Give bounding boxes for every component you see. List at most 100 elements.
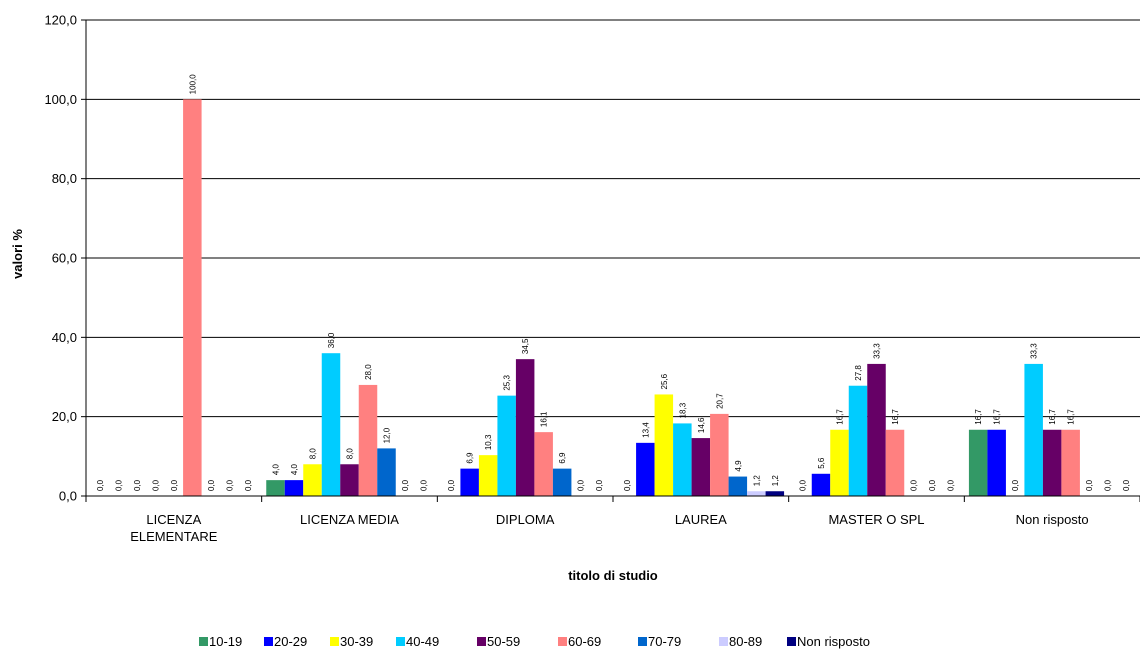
y-tick-label: 0,0 bbox=[59, 489, 77, 504]
data-label: 10,3 bbox=[484, 434, 493, 450]
legend-swatch bbox=[787, 637, 796, 646]
data-label: 0,0 bbox=[207, 479, 216, 491]
data-label: 0,0 bbox=[244, 479, 253, 491]
data-label: 0,0 bbox=[401, 479, 410, 491]
legend-label: 20-29 bbox=[274, 634, 307, 649]
data-label: 16,7 bbox=[891, 409, 900, 425]
y-tick-label: 60,0 bbox=[52, 251, 77, 266]
bar bbox=[358, 384, 378, 496]
bar bbox=[811, 473, 831, 496]
data-label: 20,7 bbox=[715, 393, 724, 409]
data-label: 1,2 bbox=[752, 475, 761, 487]
bar bbox=[1061, 429, 1080, 496]
bar bbox=[747, 491, 766, 496]
data-label: 1,2 bbox=[771, 475, 780, 487]
legend-label: 70-79 bbox=[648, 634, 681, 649]
bar bbox=[460, 468, 479, 496]
legend-label: Non risposto bbox=[797, 634, 870, 649]
data-label: 16,7 bbox=[974, 409, 983, 425]
data-label: 0,0 bbox=[799, 479, 808, 491]
data-label: 36,0 bbox=[327, 332, 336, 348]
bar bbox=[728, 476, 748, 496]
data-label: 25,6 bbox=[660, 373, 669, 389]
bar bbox=[284, 480, 304, 496]
data-label: 0,0 bbox=[947, 479, 956, 491]
legend-swatch bbox=[396, 637, 405, 646]
bar bbox=[848, 385, 868, 496]
y-tick-label: 40,0 bbox=[52, 330, 77, 345]
x-category-labels: LICENZA ELEMENTARE LICENZA MEDIA DIPLOMA LAU… bbox=[130, 512, 1088, 544]
data-label: 0,0 bbox=[114, 479, 123, 491]
bar bbox=[1042, 429, 1062, 496]
data-label: 8,0 bbox=[309, 448, 318, 460]
bar bbox=[552, 468, 572, 496]
bar bbox=[673, 423, 692, 496]
legend-swatch bbox=[330, 637, 339, 646]
bar bbox=[987, 429, 1006, 496]
legend-swatch bbox=[638, 637, 647, 646]
data-label: 34,5 bbox=[521, 338, 530, 354]
y-axis-title: valori % bbox=[10, 229, 25, 279]
data-label: 0,0 bbox=[595, 479, 604, 491]
data-label: 4,9 bbox=[734, 460, 743, 472]
data-label: 8,0 bbox=[346, 448, 355, 460]
x-category-label: ELEMENTARE bbox=[130, 529, 217, 544]
data-label: 6,9 bbox=[466, 452, 475, 464]
bar bbox=[968, 429, 988, 496]
data-label: 0,0 bbox=[910, 479, 919, 491]
bar bbox=[710, 413, 729, 496]
bar bbox=[497, 395, 516, 496]
axes bbox=[85, 20, 1140, 502]
data-label: 33,3 bbox=[873, 343, 882, 359]
data-label: 25,3 bbox=[503, 375, 512, 391]
data-label: 12,0 bbox=[383, 427, 392, 443]
data-label: 0,0 bbox=[1011, 479, 1020, 491]
x-axis-title: titolo di studio bbox=[568, 568, 658, 583]
data-label: 0,0 bbox=[1122, 479, 1131, 491]
y-tick-label: 120,0 bbox=[44, 13, 77, 28]
legend-swatch bbox=[199, 637, 208, 646]
data-label: 0,0 bbox=[1104, 479, 1113, 491]
data-label: 0,0 bbox=[133, 479, 142, 491]
bar bbox=[691, 438, 711, 496]
legend-swatch bbox=[558, 637, 567, 646]
data-label: 0,0 bbox=[928, 479, 937, 491]
y-tick-label: 80,0 bbox=[52, 171, 77, 186]
x-category-label: MASTER O SPL bbox=[828, 512, 924, 527]
legend-swatch bbox=[477, 637, 486, 646]
legend-label: 10-19 bbox=[209, 634, 242, 649]
data-label: 0,0 bbox=[225, 479, 234, 491]
data-label: 16,7 bbox=[1067, 409, 1076, 425]
data-label: 100,0 bbox=[188, 74, 197, 95]
data-label: 16,7 bbox=[836, 409, 845, 425]
legend-label: 40-49 bbox=[406, 634, 439, 649]
data-label: 18,3 bbox=[678, 402, 687, 418]
bar bbox=[654, 394, 674, 496]
bar bbox=[534, 432, 553, 496]
data-label: 0,0 bbox=[151, 479, 160, 491]
bar bbox=[183, 99, 202, 496]
data-label: 16,1 bbox=[540, 411, 549, 427]
bar bbox=[515, 359, 535, 496]
data-label: 5,6 bbox=[817, 457, 826, 469]
y-tick-label: 100,0 bbox=[44, 92, 77, 107]
data-label: 0,0 bbox=[420, 479, 429, 491]
bars bbox=[183, 99, 1080, 496]
legend-label: 80-89 bbox=[729, 634, 762, 649]
x-category-label: LICENZA MEDIA bbox=[300, 512, 399, 527]
y-tick-labels: 0,0 20,0 40,0 60,0 80,0 100,0 120,0 bbox=[44, 13, 77, 504]
bar bbox=[1024, 363, 1043, 496]
bar bbox=[478, 455, 498, 496]
x-category-label: LAUREA bbox=[675, 512, 727, 527]
data-label: 27,8 bbox=[854, 365, 863, 381]
bar bbox=[340, 464, 359, 496]
bar bbox=[765, 491, 785, 496]
data-label: 0,0 bbox=[96, 479, 105, 491]
data-label: 0,0 bbox=[623, 479, 632, 491]
legend: 10-19 20-29 30-39 40-49 50-59 60-69 70-79 80-89… bbox=[199, 634, 870, 649]
x-category-label: LICENZA bbox=[146, 512, 201, 527]
data-label: 28,0 bbox=[364, 364, 373, 380]
data-label: 33,3 bbox=[1030, 343, 1039, 359]
data-label: 14,6 bbox=[697, 417, 706, 433]
